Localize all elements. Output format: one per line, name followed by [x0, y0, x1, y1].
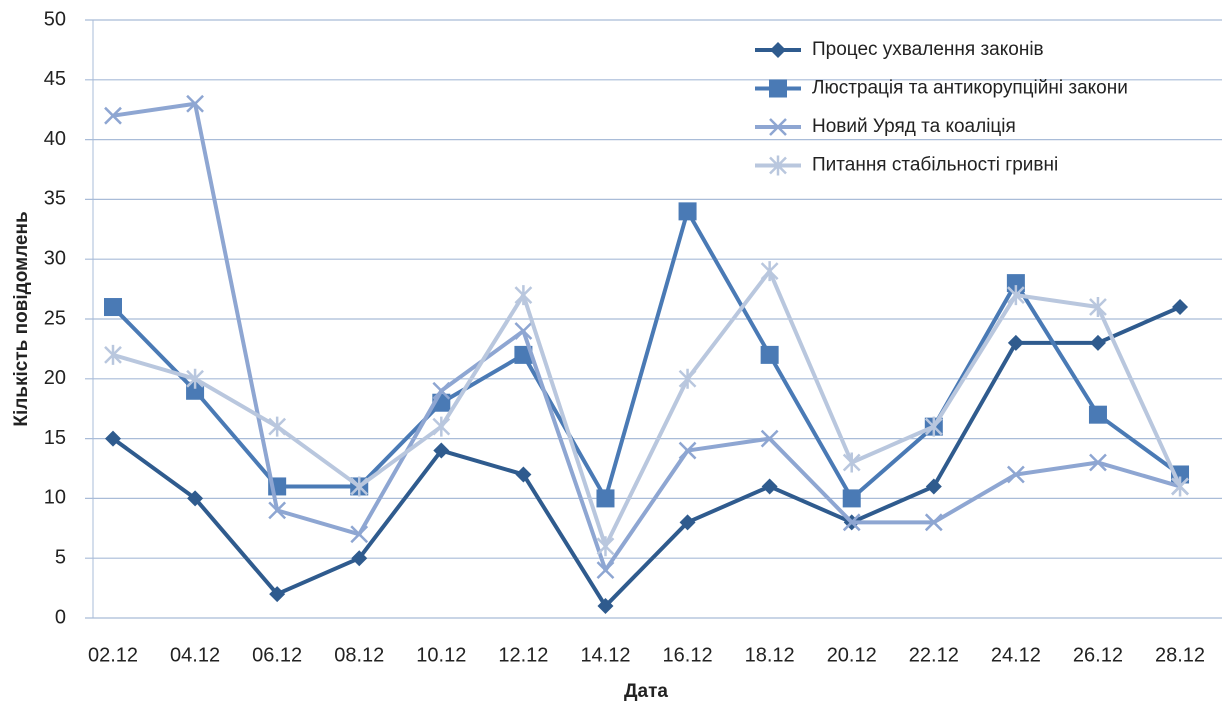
data-point: [269, 586, 286, 603]
data-point: [1007, 334, 1024, 351]
data-point: [1171, 476, 1189, 497]
x-tick-label: 04.12: [170, 644, 220, 666]
data-point: [924, 513, 943, 532]
data-point: [186, 368, 204, 389]
data-point: [596, 489, 615, 508]
data-point: [596, 536, 615, 557]
data-point: [268, 501, 287, 520]
data-point: [350, 476, 369, 497]
series-line: [111, 209, 1182, 501]
legend-label: Процес ухвалення законів: [812, 39, 1044, 60]
y-tick-label: 20: [44, 367, 66, 389]
x-tick-label: 14.12: [580, 644, 630, 666]
data-point: [1088, 405, 1107, 424]
data-point: [104, 106, 122, 125]
data-point: [597, 598, 614, 615]
data-point: [186, 94, 204, 113]
series-line: [112, 269, 1182, 549]
x-tick-label: 10.12: [416, 644, 466, 666]
data-point: [842, 513, 861, 532]
y-tick-label: 35: [44, 188, 66, 210]
y-tick-label: 40: [44, 128, 66, 150]
data-point: [350, 525, 369, 544]
data-point: [268, 416, 287, 437]
x-axis-title: Дата: [624, 681, 668, 702]
x-tick-label: 22.12: [909, 644, 959, 666]
x-tick-label: 28.12: [1155, 644, 1205, 666]
x-tick-label: 20.12: [827, 644, 877, 666]
data-point: [514, 322, 533, 340]
data-point: [924, 416, 943, 437]
legend-label: Новий Уряд та коаліція: [812, 116, 1016, 137]
data-point: [925, 478, 942, 495]
data-point: [187, 490, 204, 507]
data-point: [104, 298, 122, 317]
data-point: [760, 261, 779, 282]
y-tick-label: 30: [44, 247, 66, 269]
y-axis-title: Кількість повідомлень: [11, 211, 32, 426]
data-point: [760, 429, 779, 448]
data-point: [1006, 274, 1025, 293]
data-point: [1089, 453, 1107, 472]
legend-label: Люстрація та антикорупційні закони: [812, 78, 1128, 99]
y-tick-label: 50: [44, 8, 66, 30]
y-tick-label: 25: [44, 307, 66, 329]
y-tick-label: 15: [44, 427, 66, 449]
x-tick-label: 24.12: [991, 644, 1041, 666]
data-point: [760, 345, 779, 364]
x-tick-label: 02.12: [88, 644, 138, 666]
legend-marker: [770, 42, 786, 58]
data-point: [104, 344, 122, 365]
data-point: [351, 550, 368, 567]
x-tick-label: 18.12: [745, 644, 795, 666]
data-point: [186, 381, 205, 400]
y-tick-label: 45: [44, 68, 66, 90]
data-point: [105, 430, 121, 447]
data-point: [515, 466, 532, 483]
data-point: [432, 381, 451, 400]
data-point: [761, 478, 778, 495]
data-point: [678, 202, 697, 221]
x-tick-label: 26.12: [1073, 644, 1123, 666]
data-point: [678, 441, 697, 460]
data-point: [679, 514, 696, 531]
y-tick-label: 5: [55, 546, 66, 568]
data-point: [514, 345, 533, 364]
data-point: [596, 561, 615, 580]
legend-marker: [769, 118, 787, 136]
data-point: [1006, 465, 1025, 484]
legend-label: Питання стабільності гривні: [812, 155, 1058, 176]
data-point: [678, 368, 697, 389]
data-point: [432, 416, 451, 437]
x-tick-label: 06.12: [252, 644, 302, 666]
y-tick-label: 0: [55, 606, 66, 628]
series-line: [112, 101, 1181, 573]
data-point: [1172, 299, 1189, 316]
data-point: [514, 285, 533, 306]
data-point: [433, 442, 450, 459]
y-tick-label: 10: [44, 487, 66, 509]
x-tick-label: 08.12: [334, 644, 384, 666]
legend-marker: [769, 155, 787, 176]
data-point: [1089, 297, 1107, 318]
series-line: [111, 305, 1181, 609]
data-point: [842, 452, 861, 473]
data-point: [842, 489, 861, 508]
x-tick-label: 16.12: [663, 644, 713, 666]
legend-marker: [769, 79, 787, 98]
x-tick-label: 12.12: [498, 644, 548, 666]
data-point: [1006, 285, 1025, 306]
data-point: [1089, 334, 1106, 351]
